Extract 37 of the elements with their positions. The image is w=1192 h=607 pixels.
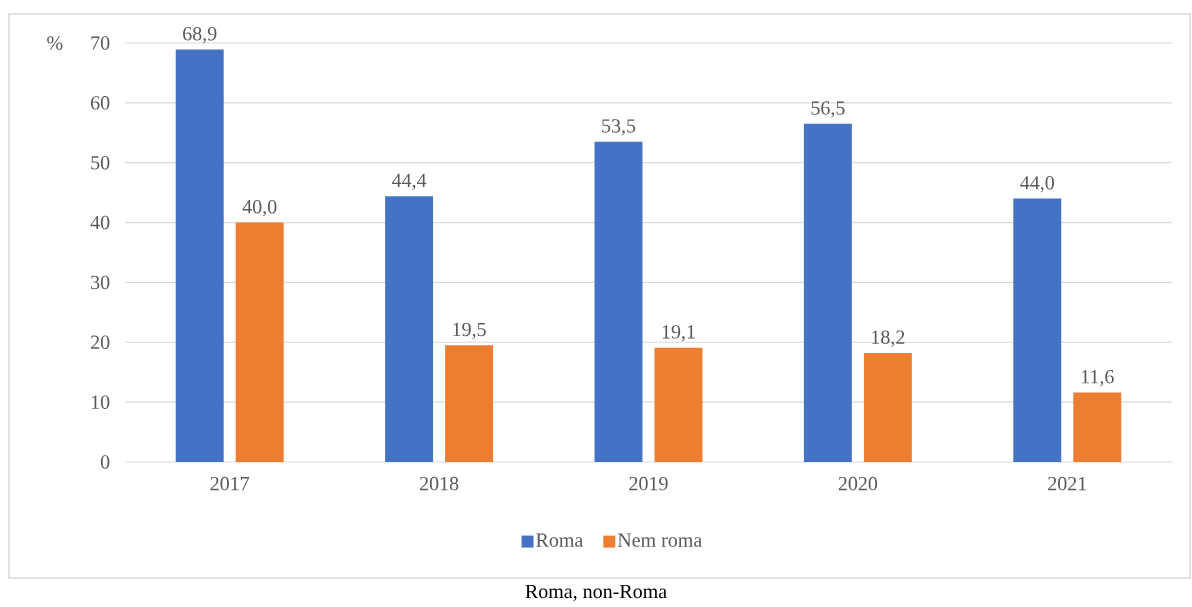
legend-label: Nem roma — [617, 533, 702, 547]
bar — [385, 196, 434, 462]
x-tick-label: 2019 — [629, 476, 668, 491]
bar — [594, 141, 643, 462]
y-tick-label: 0 — [100, 455, 110, 469]
bar — [863, 353, 912, 462]
bar — [1073, 392, 1122, 462]
y-tick-label: 10 — [91, 395, 110, 409]
y-tick-label: 50 — [91, 155, 110, 170]
legend-label: Roma — [536, 533, 584, 547]
data-label: 53,5 — [602, 119, 636, 136]
data-label: 18,2 — [872, 330, 905, 347]
data-label: 56,5 — [811, 101, 845, 118]
x-tick-label: 2018 — [419, 476, 459, 491]
y-tick-label: 60 — [91, 96, 110, 110]
y-tick-label: 30 — [91, 275, 110, 290]
x-tick-label: 2021 — [1048, 476, 1087, 491]
y-tick-label: 70 — [91, 36, 110, 50]
bar — [803, 123, 852, 462]
y-tick-label: 20 — [91, 335, 110, 350]
bar — [175, 49, 224, 462]
x-tick-label: 2020 — [838, 476, 878, 491]
bar — [445, 345, 494, 462]
y-axis-title: % — [47, 36, 63, 50]
data-label: 68,9 — [183, 27, 217, 44]
data-label: 44,0 — [1020, 176, 1054, 193]
x-tick-label: 2017 — [210, 476, 250, 491]
data-label: 44,4 — [391, 173, 427, 191]
text: Roma, non-Roma — [525, 584, 667, 602]
bar — [1013, 198, 1062, 462]
data-label: 19,1 — [662, 325, 695, 342]
bar — [654, 347, 703, 462]
data-label: 19,5 — [453, 322, 486, 340]
bar — [235, 222, 284, 462]
data-label: 11,6 — [1081, 370, 1114, 387]
y-tick-label: 40 — [90, 215, 110, 230]
data-label: 40,0 — [242, 199, 277, 217]
